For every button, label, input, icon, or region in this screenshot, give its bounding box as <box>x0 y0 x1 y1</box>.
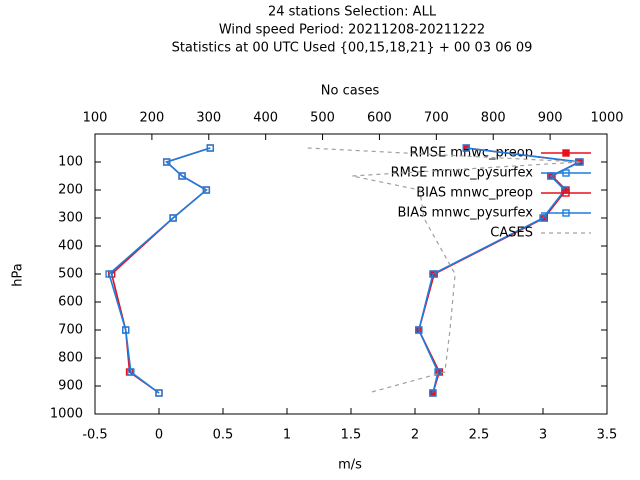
x2-tick-label: 500 <box>310 111 335 126</box>
series-line <box>110 147 211 394</box>
x2-tick-label: 800 <box>481 111 506 126</box>
x-tick-label: 2 <box>411 428 419 443</box>
y-axis-label: hPa <box>11 263 26 286</box>
legend-label: BIAS mnwc_preop <box>416 186 533 201</box>
legend-label: RMSE mnwc_pysurfex <box>391 166 534 181</box>
series-line <box>307 147 580 394</box>
legend-label: RMSE mnwc_preop <box>409 146 533 161</box>
x-tick-label: 3.5 <box>597 428 618 443</box>
legend-label: BIAS mnwc_pysurfex <box>397 206 533 221</box>
series-point <box>169 214 177 222</box>
y-tick-label: 400 <box>58 239 83 254</box>
y-tick-label: 1000 <box>50 407 83 422</box>
legend-marker <box>562 189 570 197</box>
x-tick-label: 1.5 <box>341 428 362 443</box>
series-point <box>105 270 113 278</box>
legend-marker <box>562 149 570 157</box>
x-tick-label: 1 <box>283 428 291 443</box>
legend-label: CASES <box>490 226 533 241</box>
series-point <box>539 214 547 222</box>
x-tick-label: 2.5 <box>469 428 490 443</box>
x2-tick-label: 1000 <box>590 111 623 126</box>
series-point <box>202 186 211 194</box>
x-axis-label: m/s <box>338 458 362 473</box>
y-tick-label: 500 <box>58 267 83 282</box>
y-tick-label: 100 <box>58 155 83 170</box>
title-line: 24 stations Selection: ALL <box>268 5 437 20</box>
series-line <box>417 147 583 394</box>
x-tick-label: -0.5 <box>82 428 107 443</box>
series-point <box>462 144 470 152</box>
y-tick-label: 700 <box>58 323 83 338</box>
series-point <box>127 368 135 376</box>
x2-tick-label: 700 <box>424 111 449 126</box>
series-line <box>108 147 211 394</box>
y-tick-label: 300 <box>58 211 83 226</box>
title-line: Wind speed Period: 20211208-20211222 <box>219 23 485 38</box>
x2-tick-label: 300 <box>196 111 221 126</box>
series-point <box>178 172 186 180</box>
x2-tick-label: 900 <box>538 111 563 126</box>
x2-tick-label: 600 <box>367 111 392 126</box>
series-point <box>155 389 163 397</box>
x2-tick-label: 200 <box>139 111 164 126</box>
series-point <box>206 144 214 152</box>
x-tick-label: 0.5 <box>213 428 234 443</box>
x2-axis-label: No cases <box>321 84 380 99</box>
y-tick-label: 600 <box>58 295 83 310</box>
series-point <box>162 158 171 166</box>
y-tick-label: 900 <box>58 379 83 394</box>
series-point <box>415 326 423 334</box>
x-tick-label: 3 <box>539 428 547 443</box>
title-line: Statistics at 00 UTC Used {00,15,18,21} … <box>172 41 533 56</box>
x2-tick-label: 400 <box>253 111 278 126</box>
series-point <box>429 389 437 397</box>
series-point <box>434 368 442 376</box>
y-tick-label: 800 <box>58 351 83 366</box>
x-tick-label: 0 <box>155 428 163 443</box>
y-tick-label: 200 <box>58 183 83 198</box>
legend-marker <box>562 169 570 177</box>
legend-marker <box>562 209 570 217</box>
x2-tick-label: 100 <box>83 111 108 126</box>
series-point <box>429 270 437 278</box>
series-point <box>122 326 130 334</box>
